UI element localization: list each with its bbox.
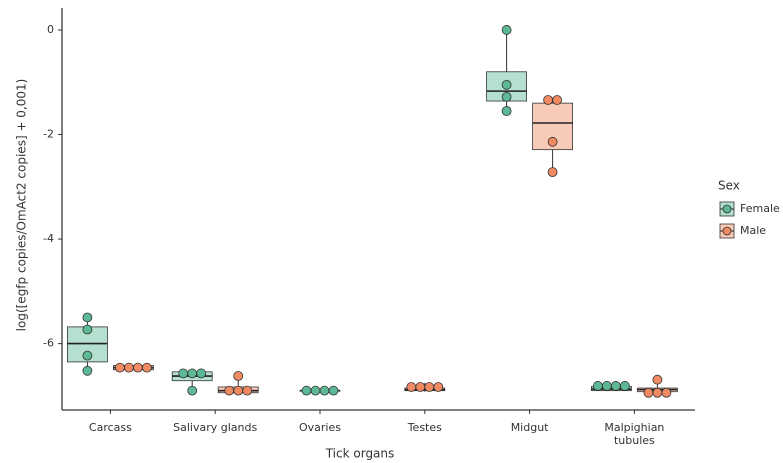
x-tick-label: Salivary glands <box>173 421 258 434</box>
data-point <box>328 385 339 396</box>
data-point <box>141 362 152 373</box>
data-point <box>643 387 654 398</box>
data-point <box>123 362 134 373</box>
data-point <box>82 312 93 323</box>
data-point <box>593 381 603 391</box>
data-point <box>82 324 93 335</box>
data-point <box>602 381 612 391</box>
y-tick-label: -2 <box>43 128 54 141</box>
data-point <box>242 385 253 396</box>
x-tick-label: Testes <box>407 421 442 434</box>
data-point <box>620 381 630 391</box>
legend-label: Female <box>740 202 780 215</box>
data-point <box>319 385 330 396</box>
data-point <box>501 106 512 116</box>
x-tick-label: Ovaries <box>299 421 341 434</box>
data-point <box>233 385 244 396</box>
x-tick-label: Midgut <box>510 421 549 434</box>
y-tick-label: -4 <box>43 232 54 245</box>
data-point <box>233 371 244 381</box>
data-point <box>415 382 426 392</box>
data-point <box>178 368 189 379</box>
data-point <box>82 365 93 376</box>
data-point <box>132 362 143 373</box>
data-point <box>433 382 444 392</box>
y-tick-label: 0 <box>47 23 54 36</box>
data-point <box>187 368 198 379</box>
legend-title: Sex <box>718 179 740 193</box>
data-point <box>187 385 198 396</box>
data-point <box>611 381 621 391</box>
data-point <box>547 167 558 178</box>
data-point <box>82 350 93 361</box>
x-tick-label: Carcass <box>88 421 132 434</box>
legend-label: Male <box>740 224 766 237</box>
x-axis-label: Tick organs <box>325 447 395 461</box>
data-point <box>310 385 321 396</box>
y-axis-label: log([egfp copies/OmAct2 copies] + 0,001) <box>15 79 29 332</box>
data-point <box>543 95 553 105</box>
data-point <box>224 385 235 396</box>
data-point <box>501 79 512 90</box>
data-point <box>652 374 663 385</box>
data-point <box>547 136 558 147</box>
x-tick-label: Malpighian tubules <box>604 421 665 447</box>
data-point <box>501 91 512 102</box>
data-point <box>552 95 562 105</box>
data-point <box>652 387 663 398</box>
data-point <box>424 382 435 392</box>
data-point <box>196 368 207 379</box>
data-point <box>501 25 512 35</box>
y-tick-label: -6 <box>43 337 54 350</box>
data-point <box>406 382 417 392</box>
legend-key-point <box>722 226 732 236</box>
data-point <box>115 362 125 373</box>
data-point <box>301 385 312 396</box>
legend-key-point <box>722 204 732 214</box>
data-point <box>661 387 672 398</box>
